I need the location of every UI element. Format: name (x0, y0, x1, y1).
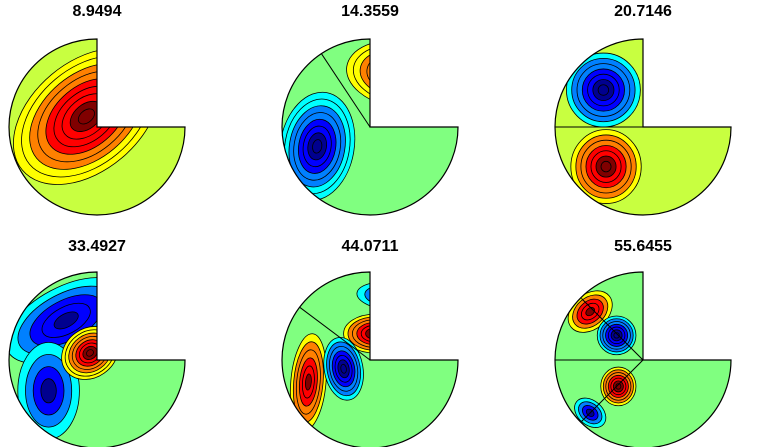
contour-panel-3 (554, 38, 732, 216)
panel-title-5: 44.0711 (341, 238, 399, 255)
contour-panel-5 (281, 271, 459, 447)
panel-title-6: 55.6455 (614, 238, 672, 255)
panel-title-2: 14.3559 (341, 3, 399, 20)
contour-panel-6 (554, 271, 732, 447)
contour-panel-4 (8, 271, 186, 447)
panel-title-3: 20.7146 (614, 3, 672, 20)
contour-panel-2 (281, 38, 459, 216)
panel-title-4: 33.4927 (68, 238, 126, 255)
panel-title-1: 8.9494 (72, 3, 122, 20)
contour-panel-1 (8, 38, 186, 216)
